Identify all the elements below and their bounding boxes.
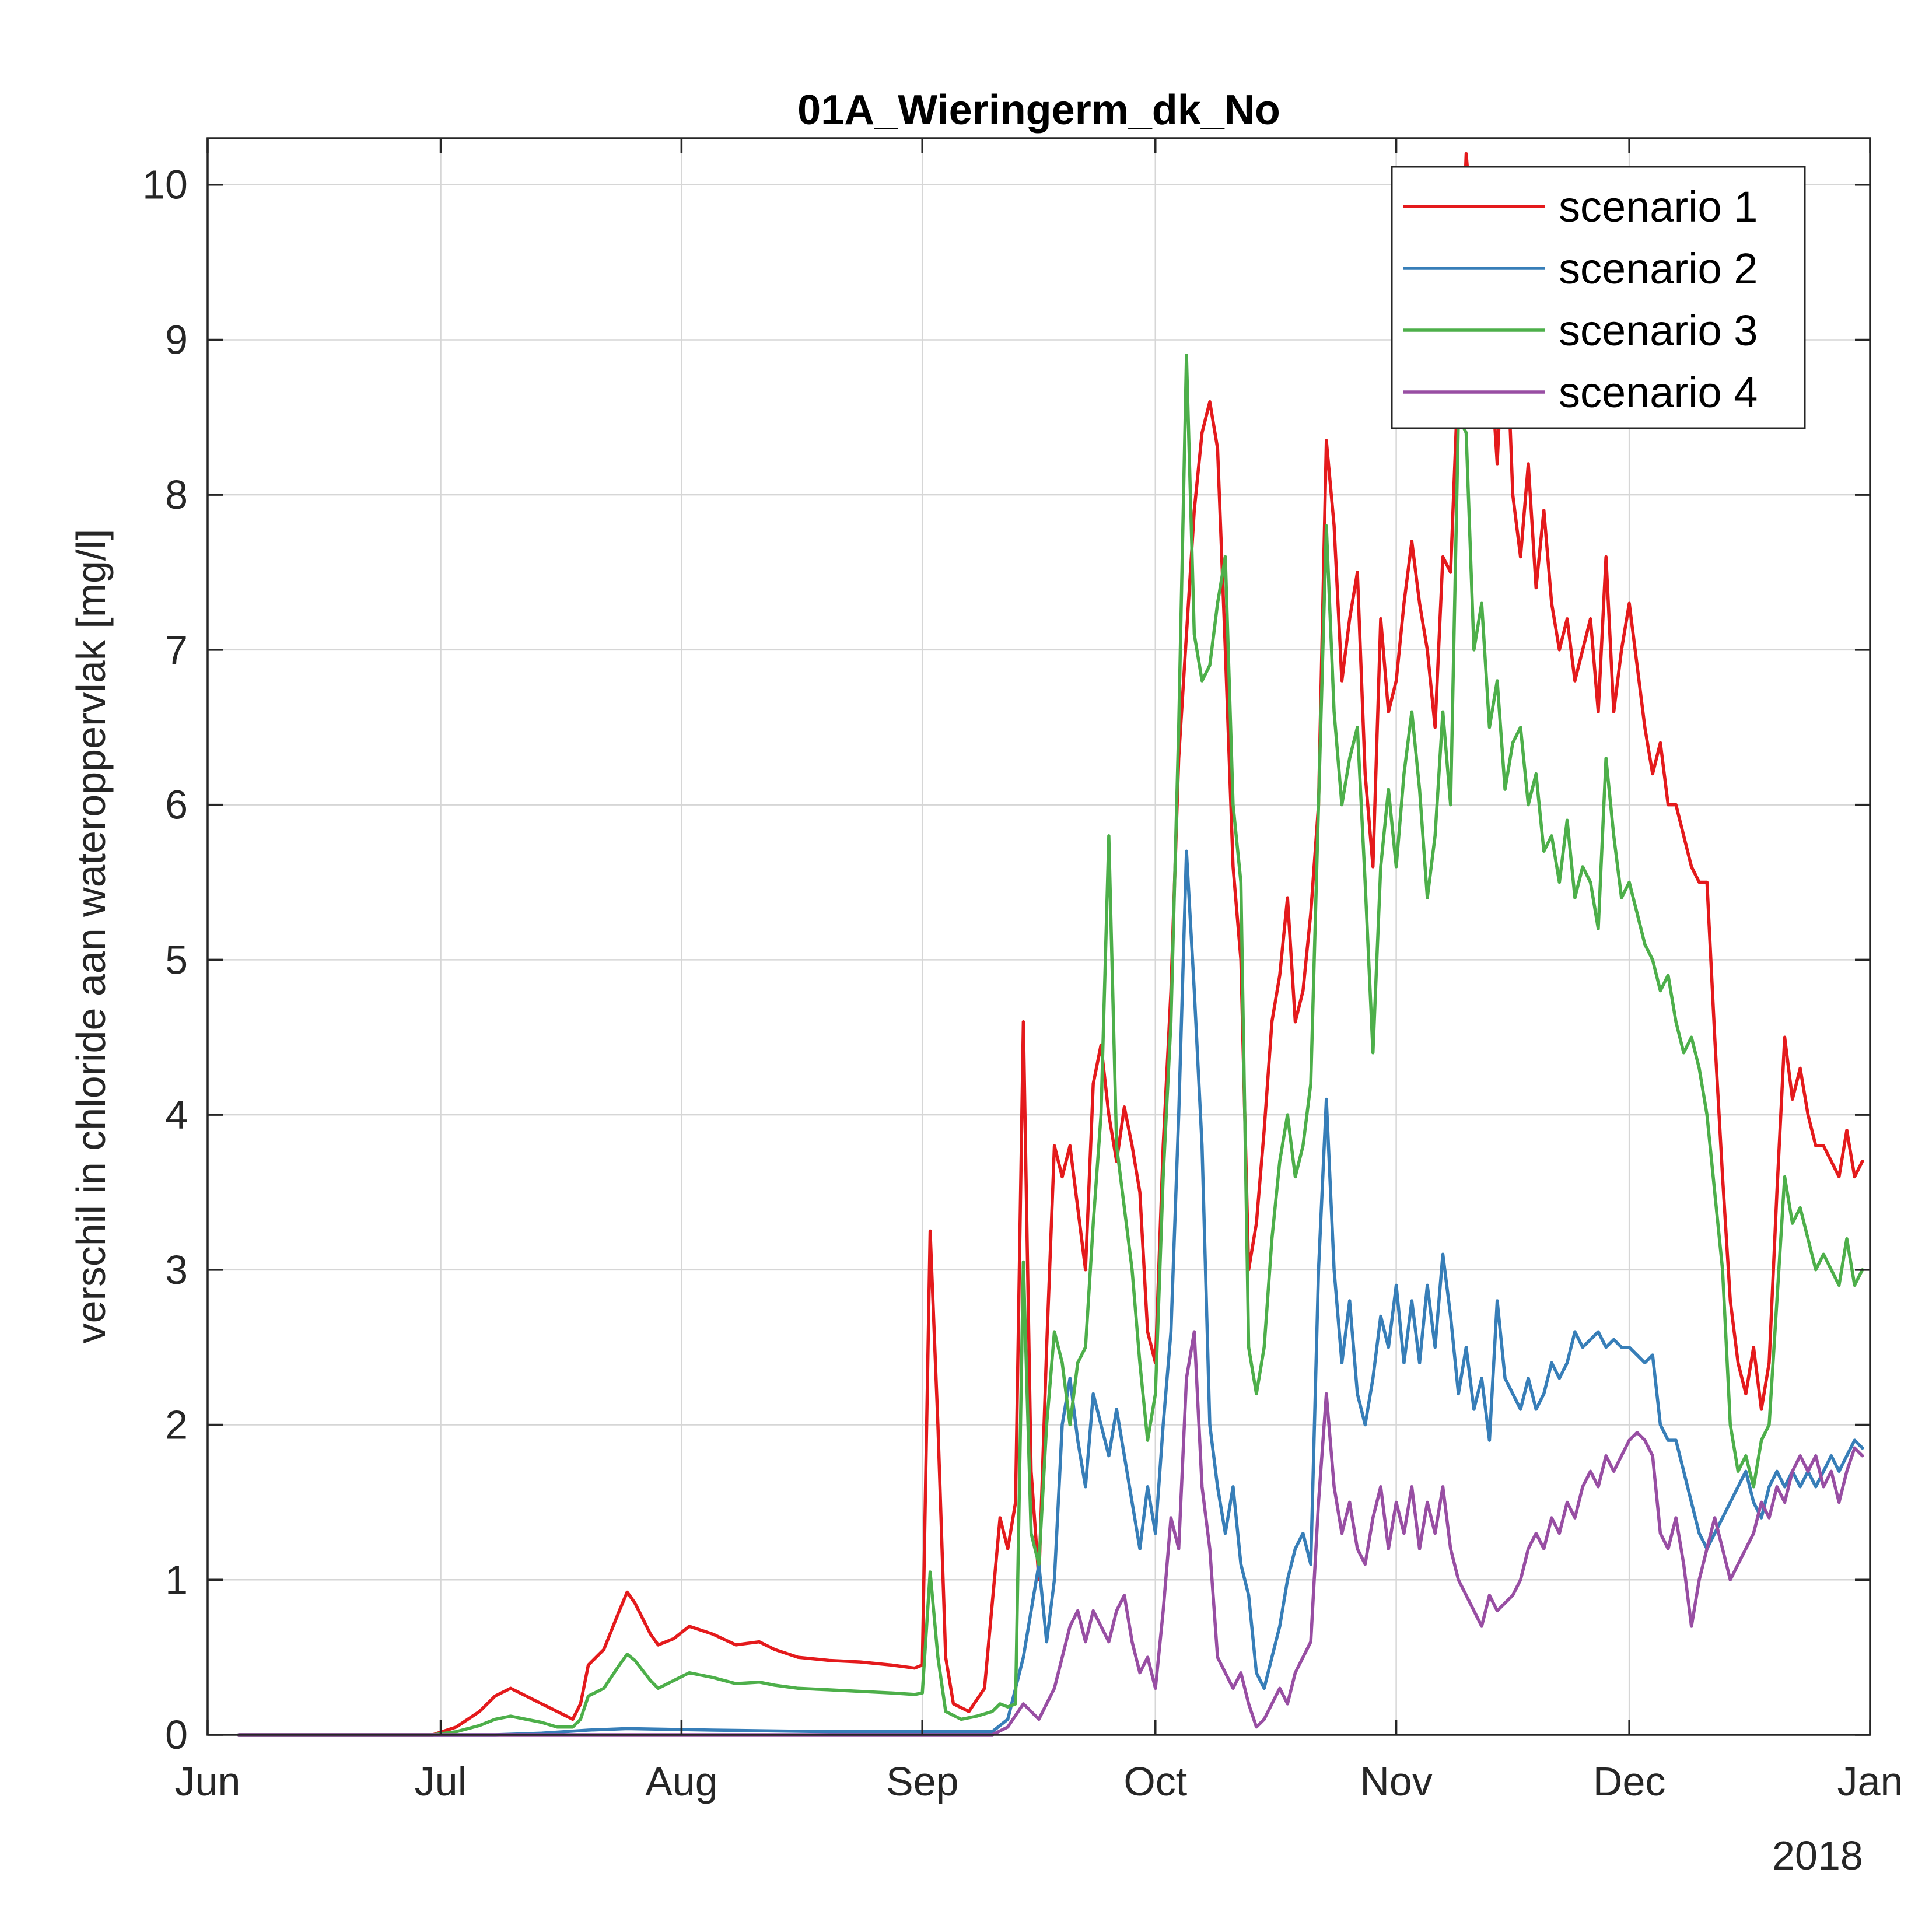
y-axis-label: verschil in chloride aan wateroppervlak … [68,529,114,1344]
x-axis-year-label: 2018 [1772,1833,1863,1878]
legend-label-scenario-2: scenario 2 [1559,244,1758,293]
legend-label-scenario-1: scenario 1 [1559,183,1758,231]
x-tick-label: Nov [1360,1759,1432,1804]
legend-label-scenario-4: scenario 4 [1559,368,1758,416]
legend-box [1391,166,1806,429]
ticks [206,138,1871,1736]
series-group [237,152,1864,1737]
series-line-scenario-4 [237,1330,1864,1737]
x-tick-label: Dec [1593,1759,1665,1804]
y-tick-label: 8 [165,472,188,517]
y-tick-label: 10 [142,162,188,208]
x-tick-label: Jun [175,1759,241,1804]
x-tick-label: Oct [1123,1759,1187,1804]
y-tick-label: 3 [165,1247,188,1293]
chart-title: 01A_Wieringerm_dk_No [797,87,1280,134]
axes-frame [206,137,1871,1736]
y-tick-label: 7 [165,627,188,673]
x-tick-label: Sep [886,1759,959,1804]
y-tick-label: 6 [165,782,188,828]
x-tick-label: Jan [1837,1759,1903,1804]
y-tick-label: 0 [165,1712,188,1758]
x-tick-label: Aug [645,1759,718,1804]
legend: scenario 1 scenario 2 scenario 3 scenario 4 [1391,166,1806,429]
series-line-scenario-3 [237,354,1864,1737]
x-axis-tick-labels: Jun Jul Aug Sep Oct Nov Dec Jan [175,1759,1903,1804]
y-tick-label: 1 [165,1557,188,1602]
x-tick-label: Jul [415,1759,467,1804]
y-tick-label: 5 [165,937,188,982]
legend-entries: scenario 1 scenario 2 scenario 3 scenario 4 [1403,183,1758,416]
series-line-scenario-1 [237,152,1864,1737]
y-tick-label: 2 [165,1402,188,1448]
y-tick-label: 4 [165,1092,188,1138]
y-axis-tick-labels: 0 1 2 3 4 5 6 7 8 9 10 [142,162,188,1758]
y-tick-label: 9 [165,317,188,362]
series-line-scenario-2 [237,849,1864,1737]
legend-label-scenario-3: scenario 3 [1559,306,1758,355]
